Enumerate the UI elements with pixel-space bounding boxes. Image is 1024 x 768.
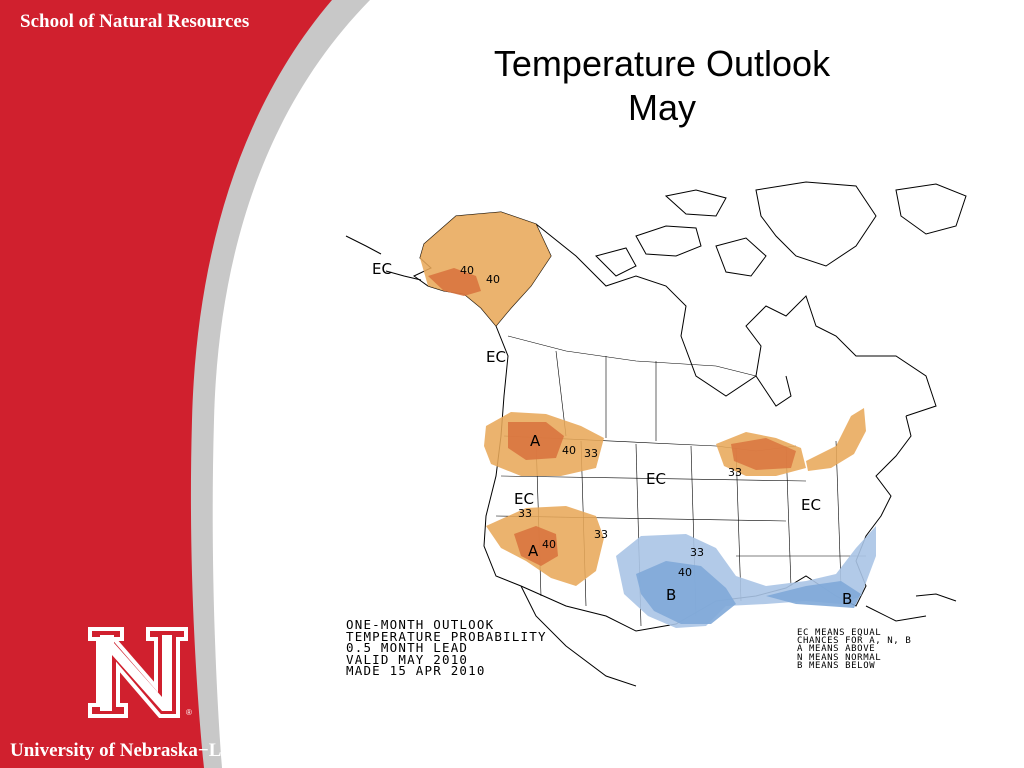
florida-below-40: [766, 581, 861, 608]
south-40-label: 40: [678, 566, 692, 579]
caption-line: 0.5 MONTH LEAD: [346, 640, 469, 655]
northwest-40-label: 40: [562, 444, 576, 457]
northwest-33-label: 33: [584, 447, 598, 460]
outlook-map-svg: EC 40 40 EC A 40 33 EC EC 33 40 33 A 33 …: [345, 181, 967, 687]
university-name-footer: University of Nebraska−Lincoln: [10, 740, 271, 761]
southwest-above-40: [514, 526, 558, 566]
southwest-40-label: 40: [542, 538, 556, 551]
northwest-above-40: [508, 422, 564, 460]
nebraska-n-logo-icon: [88, 627, 188, 718]
great-basin-33-label: 33: [518, 507, 532, 520]
southwest-33-label: 33: [594, 528, 608, 541]
alaska-above: [420, 212, 551, 326]
a-southwest-label: A: [528, 542, 539, 560]
b-south-label: B: [666, 586, 676, 604]
registered-mark: ®: [186, 708, 192, 717]
caption-line: MADE 15 APR 2010: [346, 663, 486, 678]
legend-line: A MEANS ABOVE: [797, 644, 876, 655]
red-panel: [0, 0, 332, 768]
caption-line: ONE-MONTH OUTLOOK: [346, 617, 495, 632]
map-labels: EC 40 40 EC A 40 33 EC EC 33 40 33 A 33 …: [372, 260, 852, 608]
a-northwest-label: A: [530, 432, 541, 450]
northeast-above: [806, 408, 866, 471]
slide-title: Temperature Outlook May: [400, 42, 924, 130]
south-below-40: [636, 561, 736, 624]
ec-alaska-west-label: EC: [372, 260, 392, 278]
temperature-outlook-map: EC 40 40 EC A 40 33 EC EC 33 40 33 A 33 …: [336, 176, 976, 688]
south-33-label: 33: [690, 546, 704, 559]
ec-pacnw-label: EC: [486, 348, 506, 366]
alaska-40-label-a: 40: [460, 264, 474, 277]
outlook-caption: ONE-MONTH OUTLOOK TEMPERATURE PROBABILIT…: [346, 619, 547, 677]
below-normal-regions: [616, 526, 876, 628]
school-name-header: School of Natural Resources: [20, 11, 250, 32]
title-line-1: Temperature Outlook: [493, 43, 831, 84]
legend-line: B MEANS BELOW: [797, 660, 876, 671]
legend-line: CHANCES FOR A, N, B: [797, 636, 912, 647]
ec-east-label: EC: [801, 496, 821, 514]
above-normal-regions: [420, 212, 866, 586]
caption-line: VALID MAY 2010: [346, 651, 469, 667]
title-line-2: May: [627, 87, 696, 128]
alaska-above-40: [428, 268, 481, 296]
legend-line: EC MEANS EQUAL: [797, 628, 882, 638]
ec-central-label: EC: [646, 470, 666, 488]
legend-line: N MEANS NORMAL: [797, 652, 882, 663]
caption-line: TEMPERATURE PROBABILITY: [346, 628, 547, 644]
great-lakes-above-40: [731, 438, 796, 470]
great-lakes-33-label: 33: [728, 466, 742, 479]
b-florida-label: B: [842, 590, 852, 608]
alaska-40-label-b: 40: [486, 273, 500, 286]
ec-great-basin-label: EC: [514, 490, 534, 508]
map-legend: EC MEANS EQUAL CHANCES FOR A, N, B A MEA…: [797, 628, 912, 671]
